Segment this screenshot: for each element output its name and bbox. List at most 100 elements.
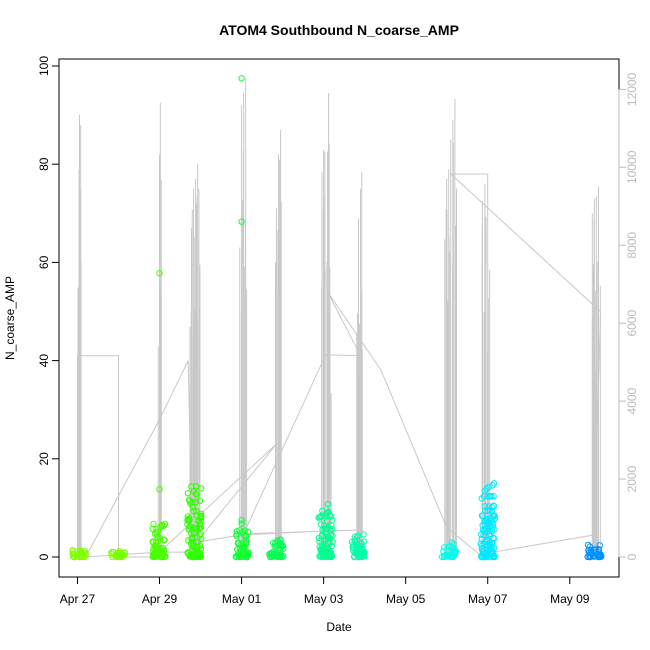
data-point (186, 516, 193, 524)
data-point (187, 523, 194, 530)
data-point (490, 535, 498, 542)
data-point (486, 506, 493, 514)
data-point (242, 549, 249, 556)
data-point (197, 545, 205, 552)
x-tick-label: May 03 (304, 592, 344, 606)
data-point (242, 540, 249, 548)
y2-tick-label: 4000 (625, 387, 639, 414)
data-point (315, 534, 323, 542)
data-point (361, 549, 368, 556)
data-point (280, 545, 287, 552)
data-point (596, 542, 603, 549)
y2-tick-label: 12000 (625, 72, 639, 106)
data-point (489, 553, 497, 560)
data-point (192, 498, 200, 505)
data-point (324, 548, 332, 556)
data-point (193, 491, 200, 498)
data-point (78, 553, 86, 560)
data-point (328, 513, 335, 520)
data-point (268, 549, 275, 556)
y2-tick-label: 0 (625, 553, 639, 560)
data-point (486, 530, 494, 538)
x-tick-label: Apr 29 (142, 592, 178, 606)
data-point-outlier (156, 270, 163, 277)
data-point (152, 525, 160, 532)
x-tick-label: May 07 (468, 592, 508, 606)
secondary-connector (77, 173, 602, 558)
data-point (481, 553, 488, 561)
data-point (326, 511, 334, 519)
data-point (277, 552, 284, 559)
x-tick-label: May 05 (386, 592, 426, 606)
data-point (485, 503, 493, 510)
data-point (188, 483, 195, 490)
data-point (271, 540, 279, 547)
data-point (324, 517, 331, 525)
y2-axis: 0 2000 4000 6000 8000 10000 12000 (618, 72, 639, 560)
data-point (489, 482, 496, 489)
data-point (592, 546, 599, 554)
data-point (189, 546, 196, 553)
data-point (271, 543, 278, 550)
data-point (190, 507, 197, 515)
data-point (491, 526, 498, 533)
data-point (243, 539, 250, 546)
data-point (195, 550, 202, 557)
data-point (482, 507, 489, 515)
data-point (360, 546, 367, 554)
data-point (197, 512, 205, 519)
data-point (322, 541, 329, 548)
data-point (154, 538, 162, 545)
data-point (185, 496, 193, 504)
data-point (193, 512, 200, 519)
data-point (351, 537, 359, 545)
data-point (321, 544, 328, 551)
data-point (154, 548, 161, 555)
data-point-outlier (238, 517, 245, 524)
data-point (491, 515, 498, 523)
data-point (196, 497, 204, 504)
data-point (478, 552, 485, 560)
data-point (161, 553, 168, 561)
data-point (161, 536, 168, 544)
data-point (153, 544, 160, 551)
data-point-outlier (156, 486, 163, 493)
data-point (441, 544, 448, 551)
data-point (235, 539, 242, 546)
data-point (448, 543, 455, 550)
data-point (598, 553, 605, 560)
data-point (189, 552, 197, 559)
data-point (325, 540, 332, 547)
data-point (187, 500, 194, 507)
data-point (355, 553, 362, 561)
data-point (279, 542, 286, 549)
data-point (233, 528, 241, 535)
data-point (115, 550, 123, 558)
data-point (197, 530, 204, 538)
data-point (160, 522, 168, 529)
secondary-series (77, 78, 602, 558)
data-point (324, 501, 332, 508)
data-point (586, 543, 593, 550)
y-axis-label: N_coarse_AMP (3, 276, 17, 360)
data-point (78, 550, 85, 557)
y2-tick-label: 6000 (625, 310, 639, 337)
x-tick-label: May 01 (222, 592, 262, 606)
data-point (438, 553, 446, 560)
data-point (586, 553, 594, 561)
data-point (348, 538, 356, 546)
data-point (585, 549, 592, 556)
x-tick-label: Apr 27 (60, 592, 96, 606)
data-point (193, 524, 201, 532)
data-point (153, 531, 161, 538)
data-point (486, 515, 494, 522)
data-point (449, 546, 456, 553)
data-point (241, 527, 249, 534)
data-point (236, 550, 243, 558)
data-point (184, 490, 192, 497)
data-point (327, 549, 334, 556)
data-point (585, 547, 592, 554)
y-tick-label: 0 (37, 553, 51, 560)
data-point (481, 487, 488, 494)
